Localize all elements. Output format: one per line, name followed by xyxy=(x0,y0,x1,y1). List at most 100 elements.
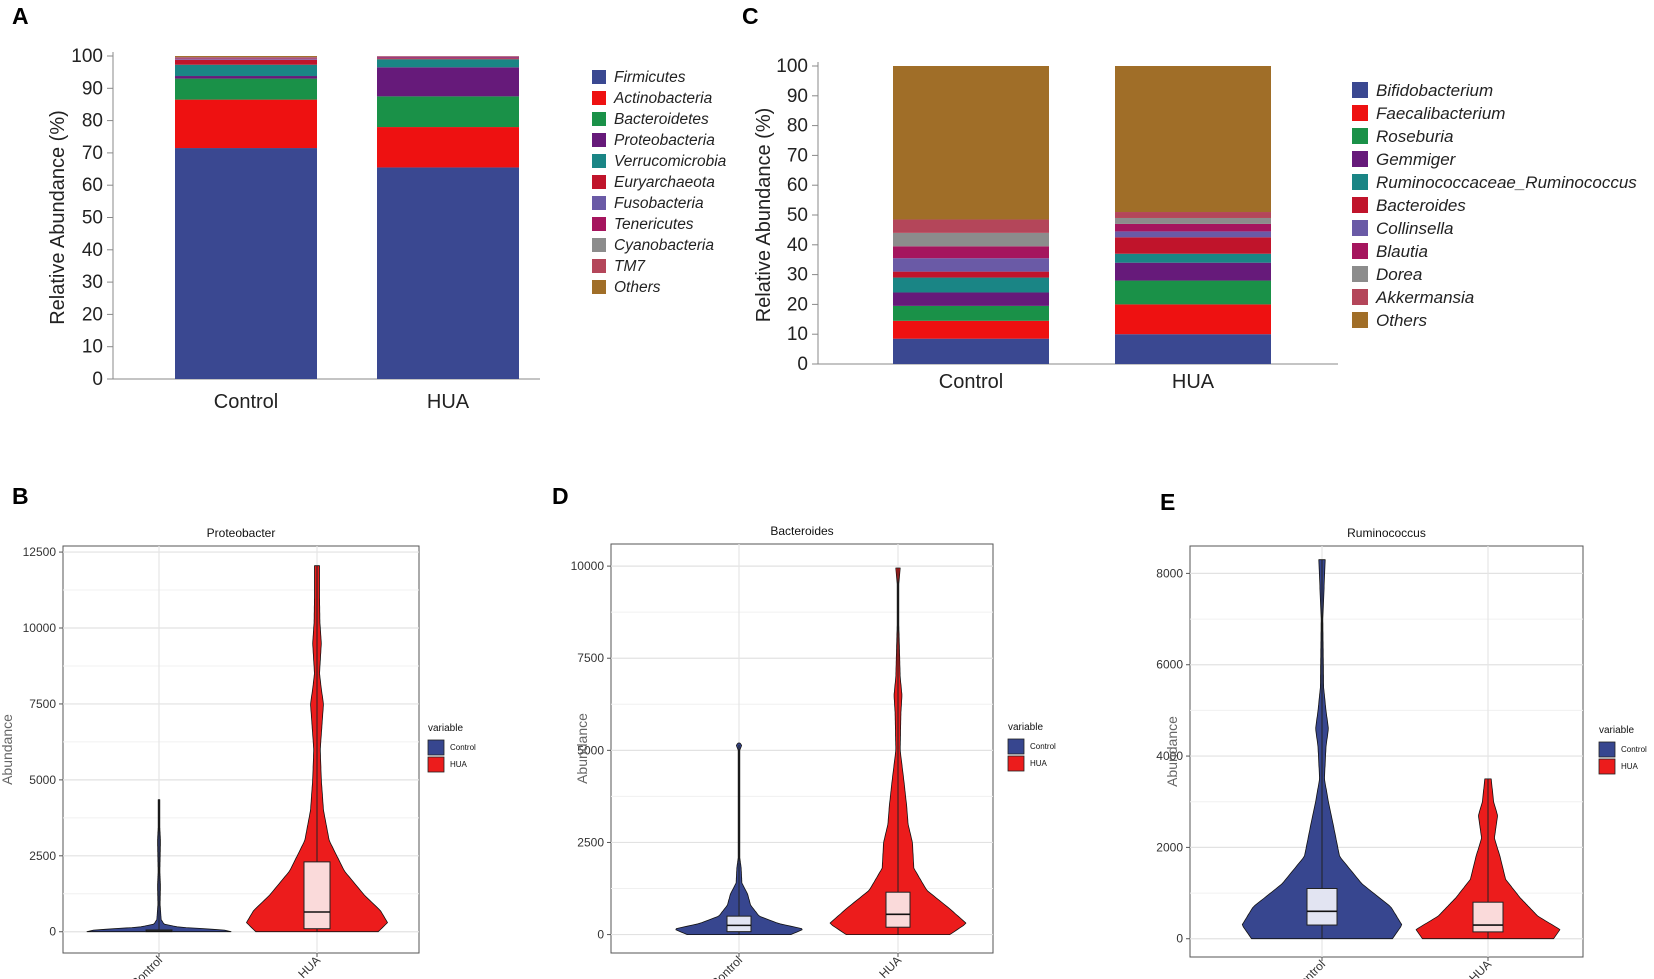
legend-swatch-cyanobacteria xyxy=(592,238,606,252)
legend-label-fusobacteria: Fusobacteria xyxy=(614,195,704,212)
y-axis-title: Relative Abundance (%) xyxy=(753,108,775,323)
legend-swatch-others xyxy=(592,280,606,294)
legend-swatch-control xyxy=(427,739,445,756)
y-tick-label: 2500 xyxy=(577,835,604,849)
legend-swatch-control xyxy=(1007,738,1025,755)
box-control xyxy=(726,915,752,933)
legend-label-faecalibacterium: Faecalibacterium xyxy=(1376,104,1505,123)
y-tick-label: 80 xyxy=(787,116,808,137)
y-tick-label: 100 xyxy=(776,56,808,77)
chart-title: Proteobacter xyxy=(207,526,276,540)
legend-label-tenericutes: Tenericutes xyxy=(614,216,694,233)
legend-label-bacteroidetes: Bacteroidetes xyxy=(614,111,709,128)
bar-segment-control-bacteroidetes xyxy=(175,78,317,100)
legend-swatch-tm7 xyxy=(592,259,606,273)
y-tick-label: 40 xyxy=(82,240,103,261)
panel-label-a: A xyxy=(12,3,29,29)
legend-swatch-proteobacteria xyxy=(592,133,606,147)
y-tick-label: 7500 xyxy=(577,651,604,665)
bar-segment-control-dorea xyxy=(893,232,1049,247)
bar-segment-hua-others xyxy=(1115,66,1271,213)
bar-segment-control-euryarchaeota xyxy=(175,59,317,65)
legend-label-tm7: TM7 xyxy=(614,258,646,275)
bar-segment-control-akkermansia xyxy=(893,219,1049,233)
legend-swatch-firmicutes xyxy=(592,70,606,84)
x-tick-label-hua: HUA xyxy=(1466,957,1494,979)
panel-label-e: E xyxy=(1160,489,1175,515)
legend-label-ruminococcaceae-ruminococcus: Ruminococcaceae_Ruminococcus xyxy=(1376,173,1637,192)
bar-segment-hua-actinobacteria xyxy=(377,127,519,168)
y-tick-label: 90 xyxy=(82,78,103,99)
legend-swatch-blautia xyxy=(1352,243,1368,259)
bar-segment-control-ruminococcaceae-ruminococcus xyxy=(893,277,1049,293)
legend-swatch-ruminococcaceae-ruminococcus xyxy=(1352,174,1368,190)
y-tick-label: 10000 xyxy=(571,559,605,573)
stacked-bar-chart-genus: 0 10 20 30 40 50 60 70 80 90 100 Relative Abundance… xyxy=(753,56,1637,393)
box-control xyxy=(1306,888,1338,926)
y-tick-label: 60 xyxy=(787,175,808,196)
y-tick-label: 80 xyxy=(82,111,103,132)
y-tick-label: 30 xyxy=(787,265,808,286)
legend-label-control: Control xyxy=(1030,742,1056,751)
y-tick-label: 4000 xyxy=(1156,749,1183,763)
x-tick-label-control: Control xyxy=(708,953,745,979)
legend-title: variable xyxy=(1008,722,1043,733)
box-hua xyxy=(303,861,331,930)
x-tick-label-control: Control xyxy=(1291,957,1328,979)
legend-swatch-roseburia xyxy=(1352,128,1368,144)
y-tick-label: 0 xyxy=(92,369,103,390)
bar-segment-control-proteobacteria xyxy=(175,76,317,79)
bar-segment-hua-gemmiger xyxy=(1115,262,1271,281)
x-tick-label-control: Control xyxy=(128,953,165,979)
bar-segment-control-firmicutes xyxy=(175,148,317,379)
legend-swatch-hua xyxy=(427,756,445,773)
legend-swatch-tenericutes xyxy=(592,217,606,231)
y-tick-label: 20 xyxy=(787,294,808,315)
stacked-bar-chart-phylum: 0 10 20 30 40 50 60 70 80 90 100 Relative Abundance… xyxy=(47,46,727,413)
y-axis-title: Abundance xyxy=(0,714,15,785)
chart-title: Bacteroides xyxy=(770,524,833,538)
legend-label-bacteroides: Bacteroides xyxy=(1376,196,1466,215)
bar-segment-hua-tenericutes xyxy=(377,56,519,58)
bar-segment-control-others xyxy=(893,66,1049,220)
y-tick-label: 50 xyxy=(82,208,103,229)
bar-segment-hua-bacteroides xyxy=(1115,237,1271,254)
bar-segment-hua-akkermansia xyxy=(1115,212,1271,218)
legend-swatch-verrucomicrobia xyxy=(592,154,606,168)
legend-label-others: Others xyxy=(614,279,661,296)
legend-label-control: Control xyxy=(1621,745,1647,754)
bar-segment-hua-verrucomicrobia xyxy=(377,59,519,68)
y-tick-label: 30 xyxy=(82,272,103,293)
legend-label-actinobacteria: Actinobacteria xyxy=(613,90,713,107)
y-tick-label: 2000 xyxy=(1156,840,1183,854)
bar-segment-control-cyanobacteria xyxy=(175,57,317,59)
y-tick-label: 40 xyxy=(787,235,808,256)
legend-swatch-control xyxy=(1598,741,1616,758)
legend-label-cyanobacteria: Cyanobacteria xyxy=(614,237,714,254)
violin-chart-proteobacter: 0 2500 5000 7500 10000 12500 Proteobacter Abund… xyxy=(0,526,476,979)
y-tick-label: 60 xyxy=(82,175,103,196)
y-tick-label: 12500 xyxy=(23,545,57,559)
bar-segment-control-roseburia xyxy=(893,305,1049,321)
legend-swatch-others xyxy=(1352,312,1368,328)
panel-label-d: D xyxy=(552,483,569,509)
legend-label-control: Control xyxy=(450,743,476,752)
legend-title: variable xyxy=(428,723,463,734)
legend-label-bifidobacterium: Bifidobacterium xyxy=(1376,81,1493,100)
y-tick-label: 2500 xyxy=(29,849,56,863)
legend-swatch-faecalibacterium xyxy=(1352,105,1368,121)
bar-segment-hua-ruminococcaceae-ruminococcus xyxy=(1115,253,1271,263)
legend-swatch-collinsella xyxy=(1352,220,1368,236)
chart-title: Ruminococcus xyxy=(1347,526,1426,540)
box-hua xyxy=(1472,901,1504,933)
y-axis-title: Abundance xyxy=(1164,716,1180,787)
x-tick-label-hua: HUA xyxy=(295,953,323,979)
plot-panel-frame xyxy=(1189,545,1584,958)
violin-chart-ruminococcus: 0 2000 4000 6000 8000 Ruminococcus Abundance Co… xyxy=(1156,526,1647,979)
bar-segment-control-bifidobacterium xyxy=(893,338,1049,364)
bar-segment-control-gemmiger xyxy=(893,292,1049,306)
legend-label-roseburia: Roseburia xyxy=(1376,127,1454,146)
legend-label-akkermansia: Akkermansia xyxy=(1375,288,1474,307)
bar-segment-control-faecalibacterium xyxy=(893,320,1049,339)
bar-segment-hua-blautia xyxy=(1115,223,1271,232)
